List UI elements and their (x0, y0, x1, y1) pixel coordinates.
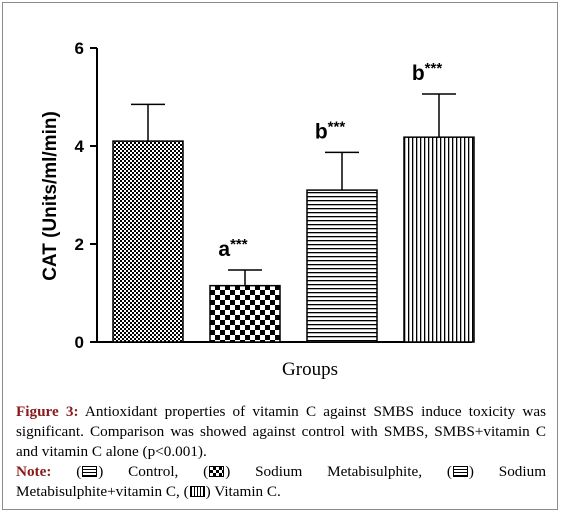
bar-2 (209, 284, 281, 343)
significance-label-4: b*** (412, 60, 443, 85)
x-axis-label: Groups (282, 359, 338, 380)
significance-label-2: a*** (218, 236, 247, 261)
legend-label-control: Control, (128, 463, 179, 480)
bar-1 (112, 140, 184, 343)
y-tick-label: 0 (75, 333, 84, 352)
legend-label-vitc: Vitamin C. (214, 483, 281, 500)
bar-3 (306, 189, 378, 343)
y-tick-label: 2 (75, 235, 84, 254)
y-tick-label: 6 (75, 39, 84, 58)
legend-swatch-control (82, 466, 98, 477)
legend-swatch-smbs-vitc (452, 466, 468, 477)
bars-group (112, 93, 475, 343)
labels-group: a*** b*** b*** (218, 60, 442, 261)
bar-chart: 0 2 4 6 a*** b*** b*** CAT (Units/ml/min) Gro… (40, 39, 475, 380)
legend-swatch-smbs (209, 466, 225, 477)
legend-label-smbs-vitc: Sodium Metabisulphite+vitamin C, (16, 463, 547, 500)
bar-4 (403, 136, 475, 343)
significance-label-3: b*** (315, 118, 346, 143)
figure-text: Antioxidant properties of vitamin C agai… (16, 403, 546, 460)
y-axis-label: CAT (Units/ml/min) (40, 111, 61, 281)
legend-swatch-vitc (189, 486, 205, 497)
legend-label-smbs: Sodium Metabisulphite, (255, 463, 423, 480)
figure-label: Figure 3: (16, 403, 79, 420)
note-label: Note: (16, 463, 52, 480)
figure-caption: Figure 3: Antioxidant properties of vita… (16, 403, 547, 500)
y-tick-label: 4 (75, 137, 85, 156)
